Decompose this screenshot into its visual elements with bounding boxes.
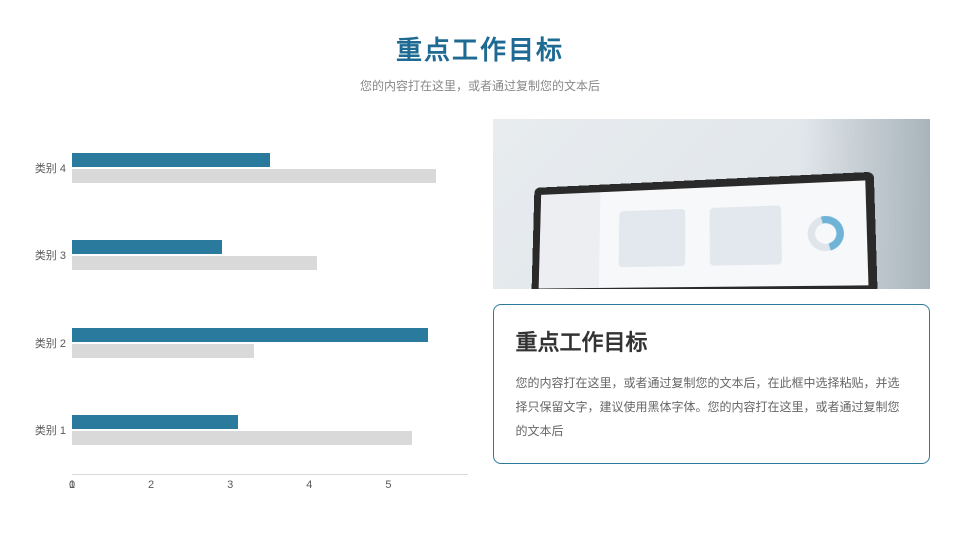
right-panel: 重点工作目标 您的内容打在这里，或者通过复制您的文本后，在此框中选择粘贴，并选择… xyxy=(493,119,931,479)
bar-chart: 类别 4类别 3类别 2类别 1 012345 xyxy=(30,119,468,479)
text-card-title: 重点工作目标 xyxy=(516,325,908,357)
illustration-laptop xyxy=(493,119,931,289)
page-subtitle: 您的内容打在这里，或者通过复制您的文本后 xyxy=(0,77,960,94)
donut-chart-icon xyxy=(801,209,850,257)
chart-bar xyxy=(72,415,238,429)
chart-bar xyxy=(72,153,270,167)
chart-panel: 类别 4类别 3类别 2类别 1 012345 xyxy=(30,119,468,479)
page-title: 重点工作目标 xyxy=(0,30,960,67)
chart-row-label: 类别 4 xyxy=(30,160,72,176)
content-area: 类别 4类别 3类别 2类别 1 012345 xyxy=(0,94,960,479)
text-card-body: 您的内容打在这里，或者通过复制您的文本后，在此框中选择粘贴，并选择只保留文字，建… xyxy=(516,371,908,443)
chart-row: 类别 3 xyxy=(30,240,468,270)
chart-row: 类别 2 xyxy=(30,328,468,358)
chart-row: 类别 4 xyxy=(30,153,468,183)
chart-row: 类别 1 xyxy=(30,415,468,445)
chart-row-label: 类别 1 xyxy=(30,422,72,438)
text-card: 重点工作目标 您的内容打在这里，或者通过复制您的文本后，在此框中选择粘贴，并选择… xyxy=(493,304,931,464)
chart-row-label: 类别 3 xyxy=(30,247,72,263)
chart-bar xyxy=(72,328,428,342)
chart-bar xyxy=(72,344,254,358)
chart-bar xyxy=(72,431,412,445)
chart-row-label: 类别 2 xyxy=(30,335,72,351)
chart-bar xyxy=(72,256,317,270)
chart-bar xyxy=(72,169,436,183)
header: 重点工作目标 您的内容打在这里，或者通过复制您的文本后 xyxy=(0,0,960,94)
chart-bar xyxy=(72,240,222,254)
